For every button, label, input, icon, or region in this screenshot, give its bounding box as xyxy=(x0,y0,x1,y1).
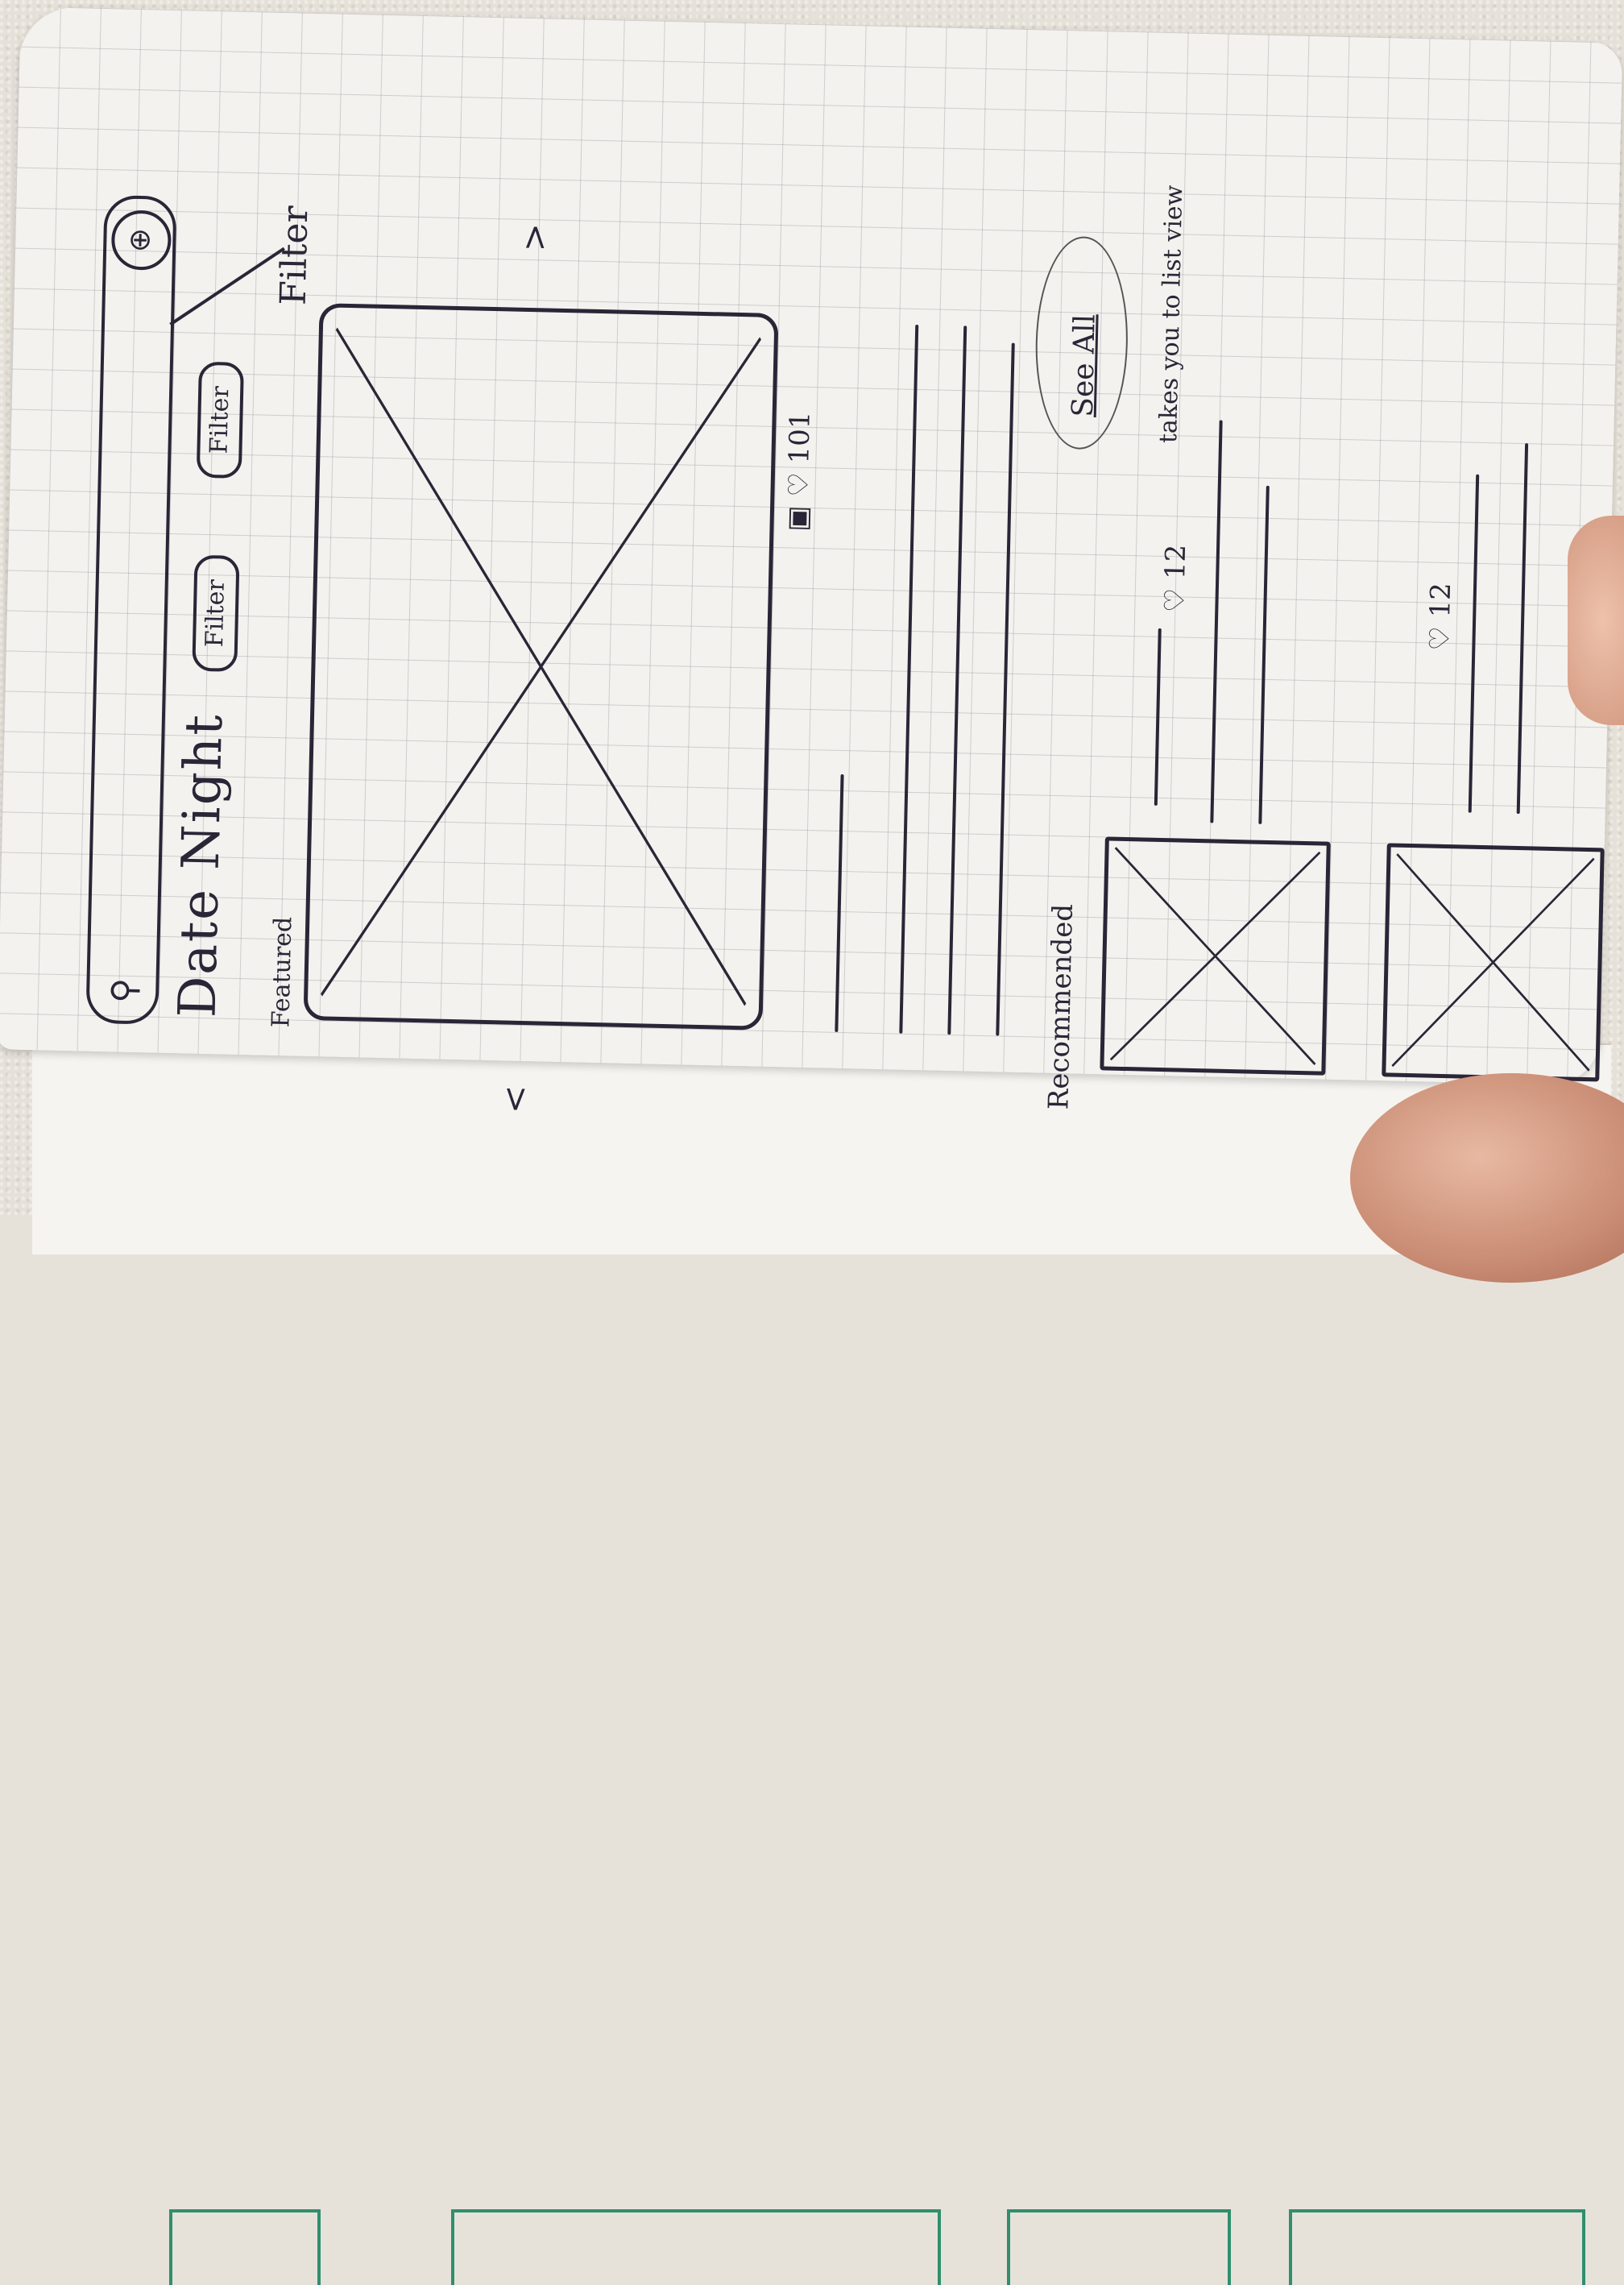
placeholder-cross xyxy=(321,327,761,1006)
featured-text-line xyxy=(947,326,967,1035)
featured-image-placeholder[interactable] xyxy=(303,303,779,1031)
bookmark-icon[interactable]: ▣ xyxy=(781,505,815,533)
heart-icon[interactable]: ♡ xyxy=(1423,625,1456,652)
recommended-text-line xyxy=(1258,485,1270,824)
like-count: 12 xyxy=(1424,582,1458,618)
like-count: 101 xyxy=(783,411,817,464)
search-bar[interactable]: ⚲ ⊕ xyxy=(85,195,177,1025)
recommended-text-line xyxy=(1516,443,1529,815)
recommended-image-placeholder[interactable] xyxy=(1100,836,1331,1076)
filter-annotation: Filter xyxy=(272,205,317,306)
see-all-annotation: takes you to list view xyxy=(1154,185,1189,444)
section-label-featured: Featured xyxy=(267,916,298,1028)
search-icon[interactable]: ⚲ xyxy=(103,977,144,1004)
finger xyxy=(1568,516,1624,725)
recommended-text-line xyxy=(1468,474,1480,813)
carousel-next-arrow[interactable]: > xyxy=(514,222,554,252)
recommended-title-line xyxy=(1154,628,1162,806)
recommended-like-count[interactable]: ♡ 12 xyxy=(1158,544,1192,612)
form-box xyxy=(1289,2209,1585,2285)
filter-chip[interactable]: Filter xyxy=(192,554,240,672)
wireframe-sketch: ⚲ ⊕ Date Night Filter Filter Filter Feat… xyxy=(85,185,1605,1113)
form-box xyxy=(169,2209,321,2285)
filter-toggle-icon[interactable]: ⊕ xyxy=(110,209,172,271)
placeholder-cross xyxy=(1109,847,1321,1065)
section-label-recommended: Recommended xyxy=(1042,903,1079,1110)
recommended-text-line xyxy=(1210,420,1223,823)
recommended-image-placeholder[interactable] xyxy=(1382,843,1605,1082)
annotation-line xyxy=(169,247,285,326)
featured-like-count[interactable]: ▣ ♡ 101 xyxy=(781,411,816,532)
form-box xyxy=(451,2209,941,2285)
heart-icon[interactable]: ♡ xyxy=(782,471,816,498)
heart-icon[interactable]: ♡ xyxy=(1158,587,1191,613)
featured-text-line xyxy=(899,324,919,1034)
like-count: 12 xyxy=(1159,544,1193,580)
featured-title-line xyxy=(835,773,844,1032)
recommended-like-count[interactable]: ♡ 12 xyxy=(1423,583,1457,651)
form-box xyxy=(1007,2209,1231,2285)
page-title: Date Night xyxy=(168,712,235,1018)
filter-chip[interactable]: Filter xyxy=(196,361,244,479)
notebook-page: ⚲ ⊕ Date Night Filter Filter Filter Feat… xyxy=(0,6,1623,1113)
placeholder-cross xyxy=(1391,853,1595,1072)
see-all-link[interactable]: See All xyxy=(1066,313,1102,418)
carousel-prev-arrow[interactable]: < xyxy=(494,1084,535,1114)
featured-text-line xyxy=(996,342,1015,1036)
